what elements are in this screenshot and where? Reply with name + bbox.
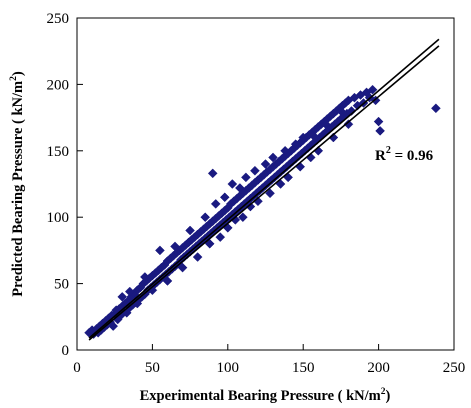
axis-label-text: Experimental Bearing Pressure ( kN/m — [140, 388, 381, 404]
y-tick-label: 250 — [47, 11, 70, 27]
x-tick-label: 50 — [145, 360, 160, 376]
x-tick-label: 200 — [367, 360, 390, 376]
data-point — [230, 215, 241, 225]
data-point — [336, 106, 346, 116]
y-tick-label: 150 — [47, 144, 70, 160]
fit-lines — [88, 38, 440, 341]
y-axis-label: Predicted Bearing Pressure ( kN/m2) — [9, 71, 26, 297]
data-points — [84, 84, 441, 339]
data-point — [431, 103, 441, 114]
y-tick-label: 200 — [47, 77, 70, 93]
annotation-sup: 2 — [386, 145, 391, 156]
x-tick-label: 100 — [217, 360, 240, 376]
data-point — [140, 272, 150, 282]
axis-label-tail: ) — [10, 71, 26, 76]
annotation-suffix: = 0.96 — [391, 148, 434, 164]
data-point — [162, 276, 173, 286]
x-axis-ticks: 0 50 100 150 200 250 — [73, 344, 465, 376]
data-point — [124, 286, 135, 297]
x-axis-label: Experimental Bearing Pressure ( kN/m2) — [140, 387, 391, 404]
data-point — [346, 106, 357, 116]
y-axis-ticks: 0 50 100 150 200 250 — [47, 11, 83, 359]
data-point — [207, 168, 218, 179]
data-point — [250, 165, 260, 176]
y-tick-label: 50 — [54, 277, 69, 293]
data-point — [227, 179, 238, 189]
data-point — [367, 84, 378, 95]
fit-line — [88, 38, 440, 339]
data-point — [373, 116, 384, 127]
data-point — [265, 188, 275, 199]
data-point — [117, 292, 128, 302]
fit-line — [88, 45, 440, 341]
y-tick-label: 0 — [62, 343, 70, 359]
data-point — [155, 245, 165, 256]
data-point — [328, 132, 339, 143]
data-point — [280, 145, 290, 156]
data-point — [260, 159, 271, 169]
axis-label-sup: 2 — [9, 76, 19, 81]
data-point — [310, 132, 321, 143]
data-point — [219, 192, 230, 203]
data-point — [245, 201, 256, 212]
data-point — [215, 232, 226, 242]
x-tick-label: 0 — [73, 360, 81, 376]
y-tick-label: 100 — [47, 210, 70, 226]
data-point — [185, 225, 195, 236]
x-tick-label: 150 — [292, 360, 315, 376]
data-point — [238, 212, 248, 223]
data-point — [108, 321, 119, 331]
data-point — [200, 212, 211, 223]
data-point — [241, 172, 251, 183]
axis-label-text: Predicted Bearing Pressure ( kN/m — [10, 81, 26, 297]
axis-label-tail: ) — [386, 388, 391, 404]
data-point — [268, 152, 278, 163]
data-point — [375, 126, 385, 136]
data-point — [298, 132, 309, 143]
axis-label-sup: 2 — [381, 387, 386, 397]
annotation-prefix: R — [375, 148, 386, 164]
data-point — [170, 241, 180, 252]
x-tick-label: 250 — [443, 360, 466, 376]
data-point — [235, 183, 245, 193]
data-point — [320, 119, 331, 130]
data-point — [192, 252, 203, 262]
data-point — [177, 262, 188, 273]
data-point — [343, 119, 354, 130]
r-squared-annotation: R2 = 0.96 — [375, 145, 434, 164]
data-point — [290, 139, 301, 150]
data-point — [210, 199, 221, 209]
